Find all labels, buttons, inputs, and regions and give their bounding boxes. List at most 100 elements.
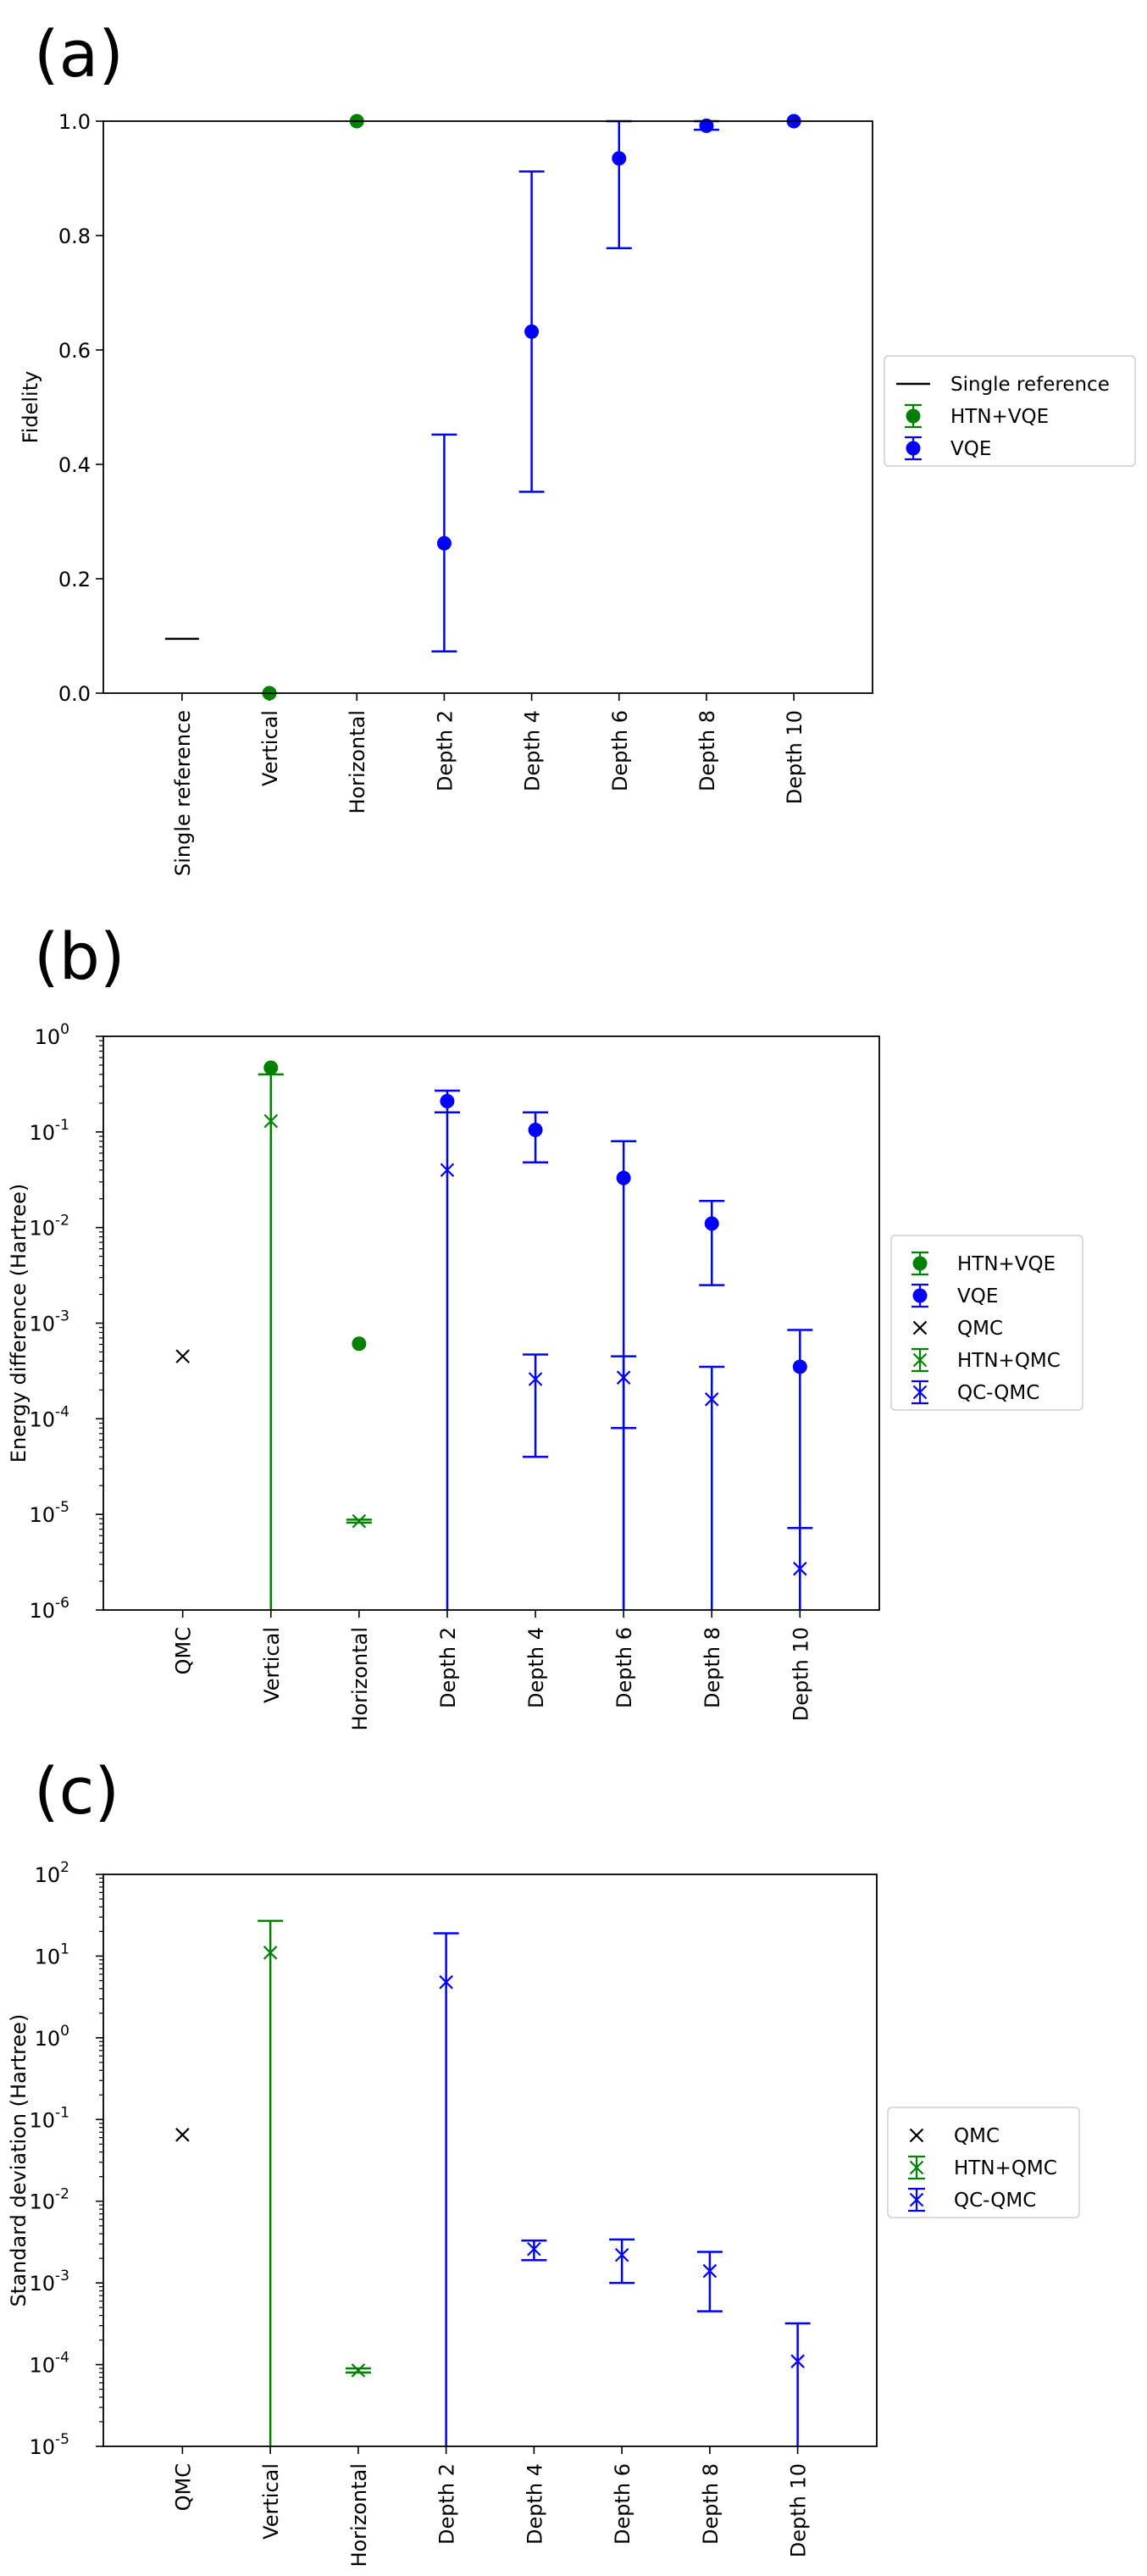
chart-point-vqe (616, 1170, 631, 1185)
x-tick-label: Depth 4 (521, 710, 545, 791)
plot-frame (103, 120, 873, 694)
plot-frame (103, 1035, 880, 1611)
legend-swatch-marker (906, 408, 921, 424)
x-tick-label: Vertical (259, 2463, 283, 2540)
chart-panel-2: (c)10-510-410-310-210-1100101102Standard… (7, 1753, 1080, 2568)
y-tick-label-exponent: 2 (60, 1859, 69, 1876)
y-tick-label: 10-6 (30, 1595, 70, 1623)
chart-point-qc-qmc (793, 1562, 807, 1576)
legend-box (890, 1235, 1083, 1411)
x-tick-label: Depth 8 (701, 1627, 724, 1708)
panel-label: (c) (34, 1753, 119, 1829)
legend-label: Single reference (950, 374, 1110, 396)
legend-label: QMC (954, 2125, 1000, 2147)
x-tick-label: QMC (172, 1627, 196, 1674)
chart-point-htn-vqe (352, 1336, 367, 1352)
y-tick-label: 0.8 (58, 225, 91, 248)
chart-point-qc-qmc (528, 1372, 543, 1386)
y-tick-label: 10-1 (30, 2104, 70, 2132)
x-tick-label: QMC (171, 2463, 195, 2511)
y-tick-label: 10-5 (30, 1499, 70, 1527)
x-tick-label: Horizontal (346, 710, 369, 814)
chart-point-qmc (175, 1349, 190, 1363)
chart-point-vqe (528, 1122, 543, 1137)
y-axis-label: Fidelity (19, 371, 42, 444)
y-tick-label-exponent: -6 (55, 1595, 69, 1612)
x-tick-label: Vertical (260, 1627, 284, 1703)
legend-swatch-marker (906, 441, 921, 456)
y-tick-label-exponent: -2 (55, 2186, 69, 2203)
y-tick-label-exponent: -3 (55, 1308, 69, 1325)
legend-label: HTN+VQE (950, 406, 1049, 428)
y-axis-label: Energy difference (Hartree) (7, 1184, 30, 1463)
chart-point-qc-qmc (702, 2263, 718, 2279)
x-tick-label: Depth 10 (789, 1627, 812, 1721)
y-tick-label-base: 10 (30, 2435, 56, 2459)
y-tick-label-base: 10 (30, 2108, 56, 2132)
y-tick-label-base: 10 (30, 1599, 56, 1623)
y-tick-label: 101 (35, 1940, 69, 1968)
y-tick-label-base: 10 (30, 1121, 56, 1145)
chart-point-qc-qmc (616, 1370, 631, 1385)
x-tick-label: Depth 2 (433, 710, 457, 791)
legend-swatch-marker (912, 1352, 928, 1368)
y-tick-label-exponent: 0 (60, 1021, 69, 1038)
y-tick-label-exponent: -3 (55, 2268, 69, 2285)
x-tick-label: Depth 8 (699, 2463, 723, 2545)
legend-swatch (909, 2128, 924, 2143)
chart-point-qc-qmc (704, 1392, 719, 1407)
chart-point-vqe (704, 1216, 719, 1231)
x-tick-label: Vertical (258, 710, 282, 786)
plot-frame (103, 1874, 878, 2447)
x-tick-label: Horizontal (348, 1627, 372, 1731)
chart-point-htn-qmc (352, 1513, 367, 1529)
y-tick-label-exponent: -1 (55, 1117, 69, 1134)
y-tick-label-exponent: -1 (55, 2104, 69, 2121)
legend-label: VQE (957, 1285, 998, 1307)
y-tick-label-base: 10 (30, 2354, 56, 2378)
chart-point-htn-qmc (263, 1113, 279, 1129)
y-tick-label: 0.4 (58, 453, 91, 477)
y-tick-label: 10-2 (30, 1213, 70, 1241)
legend-swatch-marker (909, 2192, 924, 2207)
x-tick-label: Depth 6 (611, 2463, 634, 2545)
chart-point-qmc (175, 2128, 190, 2142)
y-tick-label: 10-3 (30, 1308, 70, 1336)
chart-point-qc-qmc (439, 1974, 453, 1990)
legend: HTN+VQE VQE QMC HTN+QMC QC-QMC (890, 1235, 1083, 1411)
chart-point-qc-qmc (440, 1163, 455, 1178)
chart-point-vqe (440, 1093, 455, 1108)
x-tick-label: Depth 2 (435, 2463, 459, 2545)
y-tick-label-base: 10 (30, 1217, 56, 1241)
chart-point-vqe (612, 151, 627, 166)
y-tick-label-exponent: 0 (60, 2023, 69, 2040)
y-tick-label-exponent: -5 (55, 2431, 69, 2448)
x-tick-label: Depth 6 (608, 710, 632, 791)
legend-swatch-marker (912, 1385, 928, 1400)
y-tick-label: 10-4 (30, 1403, 70, 1431)
x-tick-label: Depth 2 (436, 1627, 460, 1708)
legend-label: HTN+VQE (957, 1253, 1056, 1275)
y-tick-label: 10-2 (30, 2186, 70, 2214)
x-tick-label: Single reference (171, 710, 195, 876)
y-tick-label-base: 10 (30, 1407, 56, 1431)
chart-point-htn-qmc (351, 2363, 366, 2378)
chart-point-vqe (792, 1359, 807, 1374)
y-tick-label: 102 (35, 1859, 69, 1887)
y-tick-label-exponent: -4 (55, 2350, 69, 2367)
x-tick-label: Depth 10 (783, 710, 806, 804)
y-tick-label: 100 (35, 2023, 69, 2051)
legend-label: QC-QMC (954, 2190, 1036, 2212)
y-tick-label: 10-4 (30, 2350, 70, 2378)
chart-point-qc-qmc (614, 2247, 629, 2262)
y-tick-label: 100 (35, 1021, 69, 1049)
y-tick-label: 10-3 (30, 2268, 70, 2296)
y-tick-label: 10-1 (30, 1117, 70, 1145)
y-tick-label: 10-5 (30, 2431, 70, 2459)
y-tick-label-base: 10 (35, 2027, 61, 2051)
legend-label: HTN+QMC (954, 2157, 1057, 2179)
y-tick-label-base: 10 (35, 1863, 61, 1887)
y-tick-label-exponent: -4 (55, 1403, 69, 1420)
